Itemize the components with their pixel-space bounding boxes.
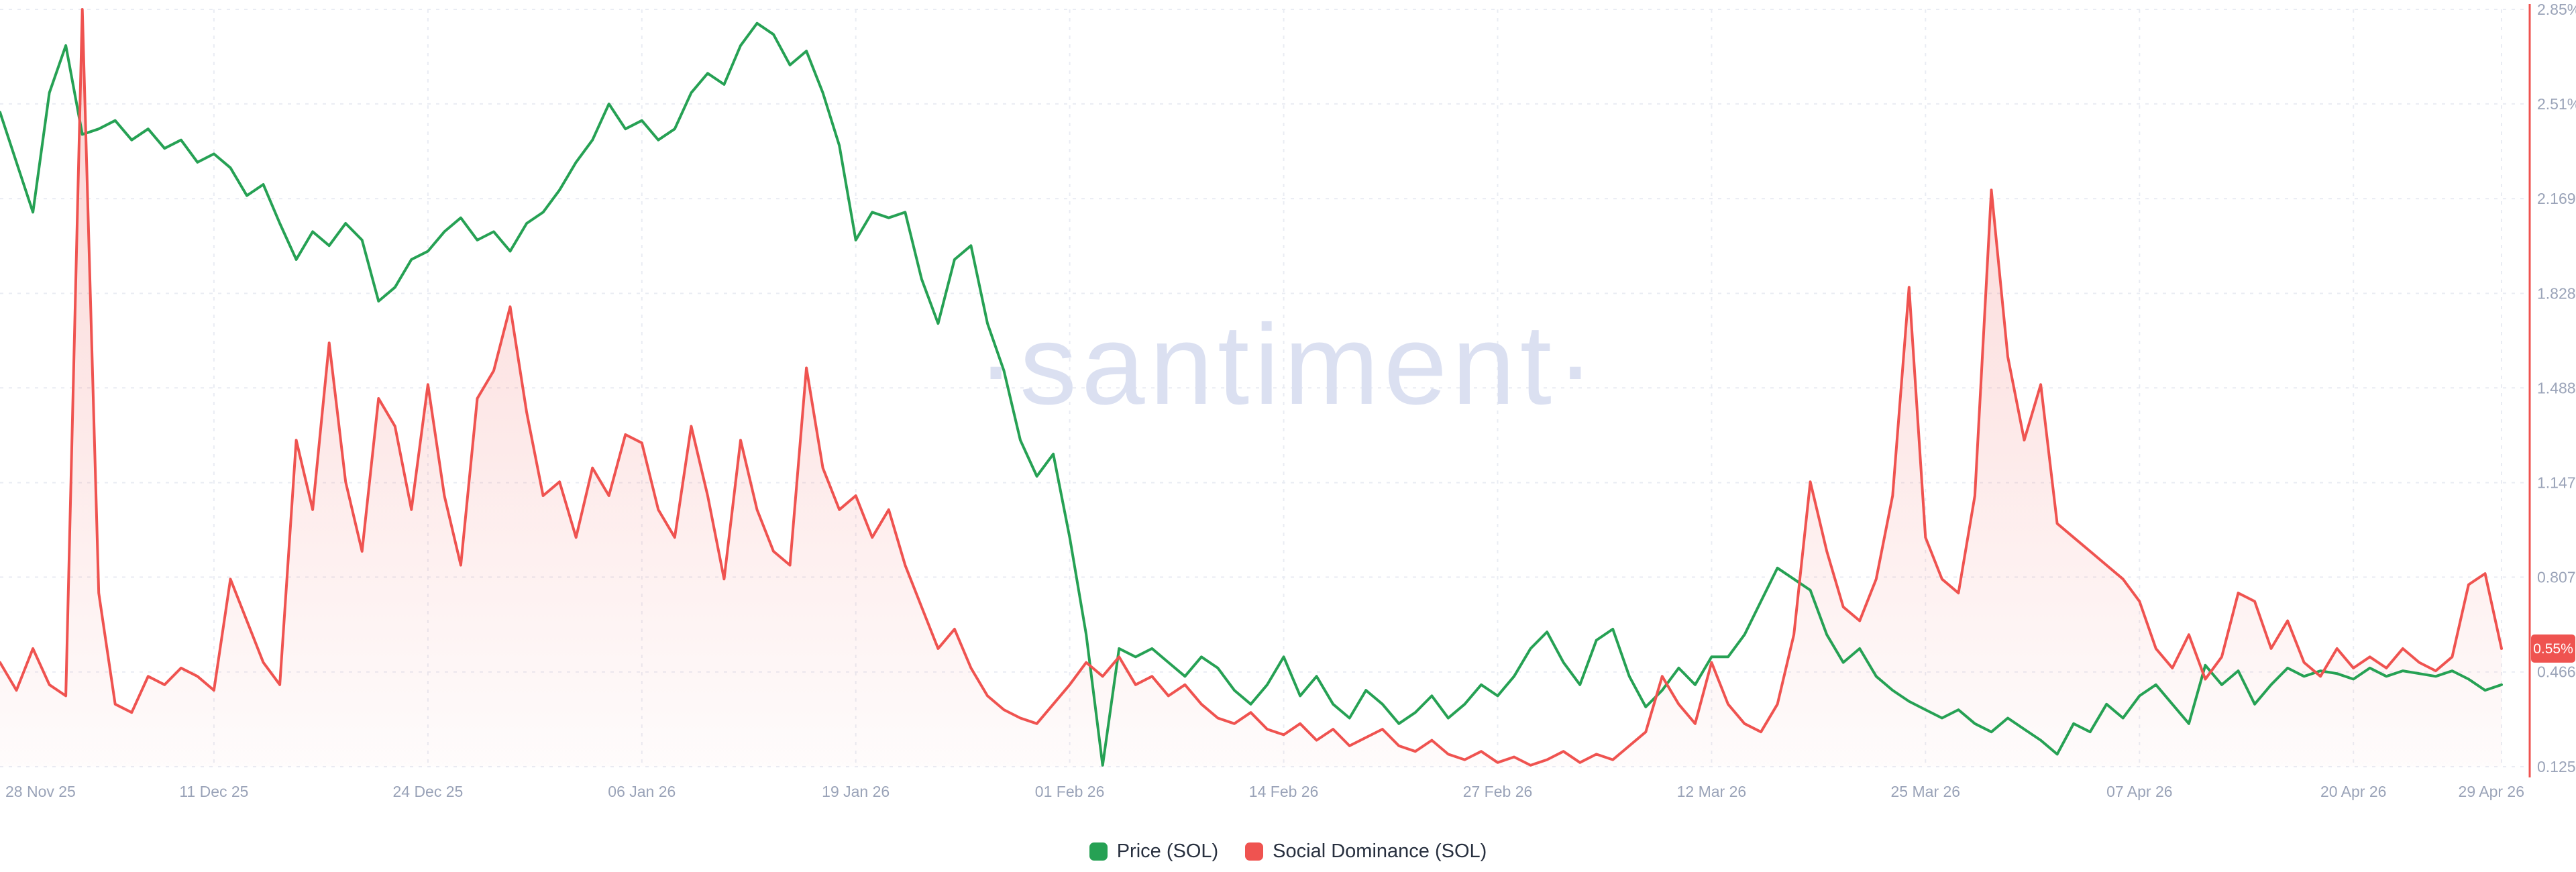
svg-text:0.55%: 0.55% — [2533, 641, 2573, 657]
svg-text:0.125%: 0.125% — [2537, 758, 2576, 775]
social-dominance-area — [0, 9, 2502, 767]
svg-text:1.828%: 1.828% — [2537, 284, 2576, 302]
svg-text:1.147%: 1.147% — [2537, 474, 2576, 492]
svg-text:29 Apr 26: 29 Apr 26 — [2459, 783, 2524, 800]
svg-text:14 Feb 26: 14 Feb 26 — [1249, 783, 1319, 800]
svg-text:0.466%: 0.466% — [2537, 663, 2576, 681]
legend-item-price-sol[interactable]: Price (SOL) — [1089, 840, 1218, 863]
svg-text:27 Feb 26: 27 Feb 26 — [1463, 783, 1533, 800]
svg-text:2.85%: 2.85% — [2537, 1, 2576, 18]
svg-text:12 Mar 26: 12 Mar 26 — [1677, 783, 1747, 800]
svg-text:06 Jan 26: 06 Jan 26 — [608, 783, 676, 800]
svg-text:28 Nov 25: 28 Nov 25 — [5, 783, 76, 800]
social-dominance-sol-swatch — [1245, 842, 1264, 861]
chart-legend: Price (SOL) Social Dominance (SOL) — [0, 840, 2576, 863]
social-dominance-sol-legend-label: Social Dominance (SOL) — [1273, 840, 1487, 862]
price-line[interactable] — [0, 21, 2503, 767]
svg-text:20 Apr 26: 20 Apr 26 — [2320, 783, 2386, 800]
svg-text:11 Dec 25: 11 Dec 25 — [179, 783, 248, 800]
social-dominance-line[interactable] — [0, 8, 2503, 767]
svg-text:1.488%: 1.488% — [2537, 379, 2576, 396]
current-value-badge: 0.55% — [2531, 634, 2575, 663]
svg-text:2.169%: 2.169% — [2537, 190, 2576, 207]
svg-text:25 Mar 26: 25 Mar 26 — [1891, 783, 1961, 800]
svg-text:19 Jan 26: 19 Jan 26 — [822, 783, 890, 800]
right-axis-labels: 2.85% 2.51% 2.169% 1.828% 1.488% 1.147% 0.807%… — [2537, 1, 2576, 775]
price-sol-legend-label: Price (SOL) — [1116, 840, 1219, 862]
svg-text:07 Apr 26: 07 Apr 26 — [2106, 783, 2172, 800]
svg-text:24 Dec 25: 24 Dec 25 — [392, 783, 463, 800]
price-sol-swatch — [1089, 842, 1108, 861]
legend-item-social-dominance-sol[interactable]: Social Dominance (SOL) — [1245, 840, 1487, 863]
svg-text:01 Feb 26: 01 Feb 26 — [1035, 783, 1105, 800]
svg-text:2.51%: 2.51% — [2537, 95, 2576, 113]
svg-text:0.807%: 0.807% — [2537, 568, 2576, 586]
x-axis-labels: 28 Nov 25 11 Dec 25 24 Dec 25 06 Jan 26 19 J… — [5, 783, 2524, 800]
